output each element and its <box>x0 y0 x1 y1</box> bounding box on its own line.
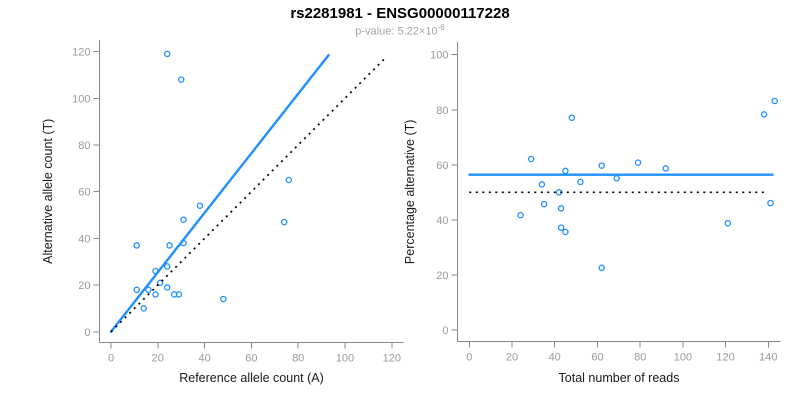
y-tick-label: 60 <box>436 160 448 172</box>
identity-line <box>110 56 387 333</box>
data-point <box>771 97 778 105</box>
x-tick-label: 100 <box>674 352 692 364</box>
data-point <box>557 205 565 212</box>
x-tick-label: 0 <box>466 352 472 364</box>
data-point <box>145 286 152 294</box>
data-point <box>598 162 605 169</box>
y-tick-label: 0 <box>84 327 90 339</box>
data-point <box>180 216 187 223</box>
pvalue-exponent: -6 <box>437 23 445 32</box>
pvalue-times-base: ×10 <box>418 25 438 38</box>
right-scatter-plot: 0 20 40 60 80 100 120 140 0 20 40 60 80 100 Total numb… <box>403 42 781 385</box>
pvalue-prefix: p-value: <box>355 25 398 38</box>
data-point <box>662 165 670 172</box>
x-axis-label: Total number of reads <box>559 371 680 385</box>
x-tick-label: 120 <box>716 352 734 364</box>
y-axis-label: Alternative allele count (T) <box>41 119 55 264</box>
y-tick-label: 80 <box>436 105 448 117</box>
data-point <box>598 264 605 272</box>
y-tick-label: 100 <box>72 93 90 105</box>
data-point <box>577 178 584 186</box>
data-point <box>613 175 620 182</box>
data-point <box>196 202 204 209</box>
y-tick-label: 20 <box>436 270 448 282</box>
x-tick-label: 80 <box>634 352 646 364</box>
x-tick-label: 100 <box>336 353 354 365</box>
data-point <box>152 291 159 298</box>
y-tick-label: 0 <box>442 325 448 337</box>
data-point <box>517 211 524 219</box>
data-point <box>527 155 535 163</box>
regression-line <box>109 53 330 333</box>
x-tick-label: 60 <box>591 352 603 364</box>
x-tick-label: 40 <box>198 353 210 365</box>
data-point <box>140 305 148 312</box>
data-point <box>724 219 732 227</box>
data-point <box>163 263 171 270</box>
x-axis-label: Reference allele count (A) <box>179 371 324 385</box>
x-tick-label: 80 <box>292 353 304 365</box>
y-tick-label: 40 <box>78 233 90 245</box>
data-point <box>634 159 642 166</box>
data-point <box>280 218 288 226</box>
data-point <box>285 176 293 184</box>
plot-subtitle: p-value: 5.22×10-6 <box>0 23 800 38</box>
x-tick-label: 140 <box>759 352 777 364</box>
data-point <box>175 291 183 298</box>
data-point <box>133 242 140 249</box>
y-tick-label: 40 <box>436 215 448 227</box>
plot-title: rs2281981 - ENSG00000117228 <box>290 5 510 22</box>
data-point <box>767 199 774 207</box>
y-tick-label: 20 <box>78 280 90 292</box>
x-tick-label: 0 <box>108 353 114 365</box>
data-point <box>133 286 140 294</box>
y-tick-label: 60 <box>78 187 90 199</box>
x-tick-label: 20 <box>152 353 164 365</box>
y-tick-label: 100 <box>430 50 448 62</box>
data-point <box>163 50 171 58</box>
data-point <box>557 224 565 231</box>
x-tick-label: 40 <box>549 352 561 364</box>
x-tick-label: 20 <box>506 352 518 364</box>
pvalue-mantissa: 5.22 <box>397 25 419 38</box>
data-point <box>540 200 548 208</box>
data-point <box>538 181 546 188</box>
x-tick-label: 120 <box>383 353 401 365</box>
y-axis-label: Percentage alternative (T) <box>403 120 417 265</box>
data-point <box>220 295 227 303</box>
data-point <box>760 111 768 118</box>
data-point <box>568 114 576 121</box>
left-scatter-plot: 0 20 40 60 80 100 120 0 20 40 60 80 100 120 Reference … <box>41 40 404 385</box>
data-point <box>166 242 173 249</box>
data-point <box>156 279 164 287</box>
data-point <box>562 167 569 175</box>
x-tick-label: 60 <box>245 353 257 365</box>
data-point <box>177 76 185 83</box>
y-tick-label: 80 <box>78 140 90 152</box>
data-point <box>562 228 569 236</box>
data-point <box>163 284 171 291</box>
y-tick-label: 120 <box>72 47 90 59</box>
